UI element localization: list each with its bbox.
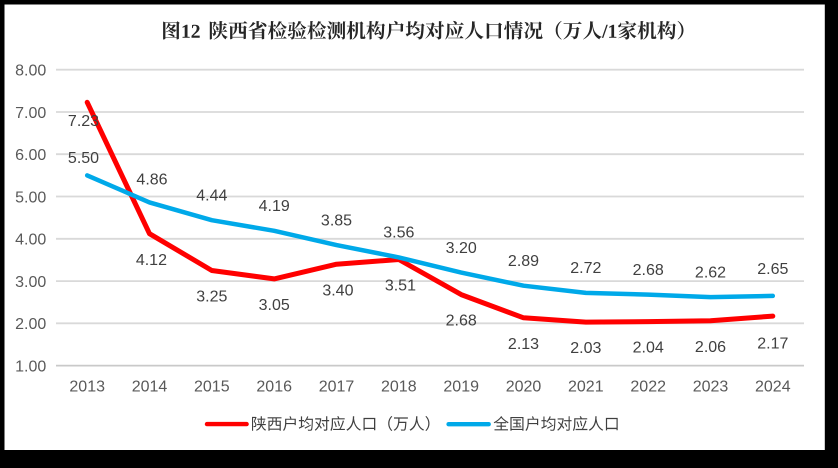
svg-text:2022: 2022 — [630, 378, 666, 395]
svg-text:2.13: 2.13 — [508, 336, 539, 353]
svg-text:6.00: 6.00 — [15, 147, 46, 164]
svg-text:3.51: 3.51 — [385, 278, 416, 295]
svg-text:2013: 2013 — [69, 378, 105, 395]
svg-text:7.23: 7.23 — [68, 113, 99, 130]
svg-text:2.17: 2.17 — [757, 336, 788, 353]
svg-text:2017: 2017 — [319, 378, 355, 395]
svg-text:3.85: 3.85 — [321, 212, 352, 229]
svg-text:1.00: 1.00 — [15, 358, 46, 375]
svg-text:3.56: 3.56 — [383, 225, 414, 242]
svg-text:3.05: 3.05 — [259, 297, 290, 314]
svg-text:3.25: 3.25 — [196, 289, 227, 306]
svg-text:3.40: 3.40 — [322, 282, 353, 299]
svg-text:2.72: 2.72 — [570, 260, 601, 277]
svg-text:2024: 2024 — [755, 378, 791, 395]
svg-text:2.04: 2.04 — [633, 340, 664, 357]
svg-text:8.00: 8.00 — [15, 63, 46, 80]
svg-text:3.20: 3.20 — [446, 240, 477, 257]
svg-text:2.68: 2.68 — [446, 313, 477, 330]
svg-text:4.00: 4.00 — [15, 232, 46, 249]
svg-text:2023: 2023 — [693, 378, 729, 395]
svg-text:3.00: 3.00 — [15, 274, 46, 291]
svg-text:2.00: 2.00 — [15, 316, 46, 333]
svg-text:2021: 2021 — [568, 378, 604, 395]
svg-text:2018: 2018 — [381, 378, 417, 395]
svg-text:7.00: 7.00 — [15, 105, 46, 122]
svg-text:2.62: 2.62 — [695, 264, 726, 281]
svg-text:2.89: 2.89 — [508, 253, 539, 270]
svg-text:4.19: 4.19 — [259, 198, 290, 215]
svg-text:2.03: 2.03 — [570, 340, 601, 357]
svg-text:2019: 2019 — [443, 378, 479, 395]
svg-text:2.68: 2.68 — [633, 262, 664, 279]
svg-text:2016: 2016 — [256, 378, 292, 395]
svg-text:5.00: 5.00 — [15, 189, 46, 206]
svg-text:4.12: 4.12 — [136, 252, 167, 269]
svg-text:4.44: 4.44 — [196, 188, 227, 205]
svg-text:4.86: 4.86 — [136, 171, 167, 188]
svg-text:2.06: 2.06 — [695, 339, 726, 356]
svg-text:2014: 2014 — [132, 378, 168, 395]
svg-text:2015: 2015 — [194, 378, 230, 395]
svg-text:5.50: 5.50 — [68, 150, 99, 167]
svg-text:2020: 2020 — [506, 378, 542, 395]
svg-text:2.65: 2.65 — [757, 261, 788, 278]
